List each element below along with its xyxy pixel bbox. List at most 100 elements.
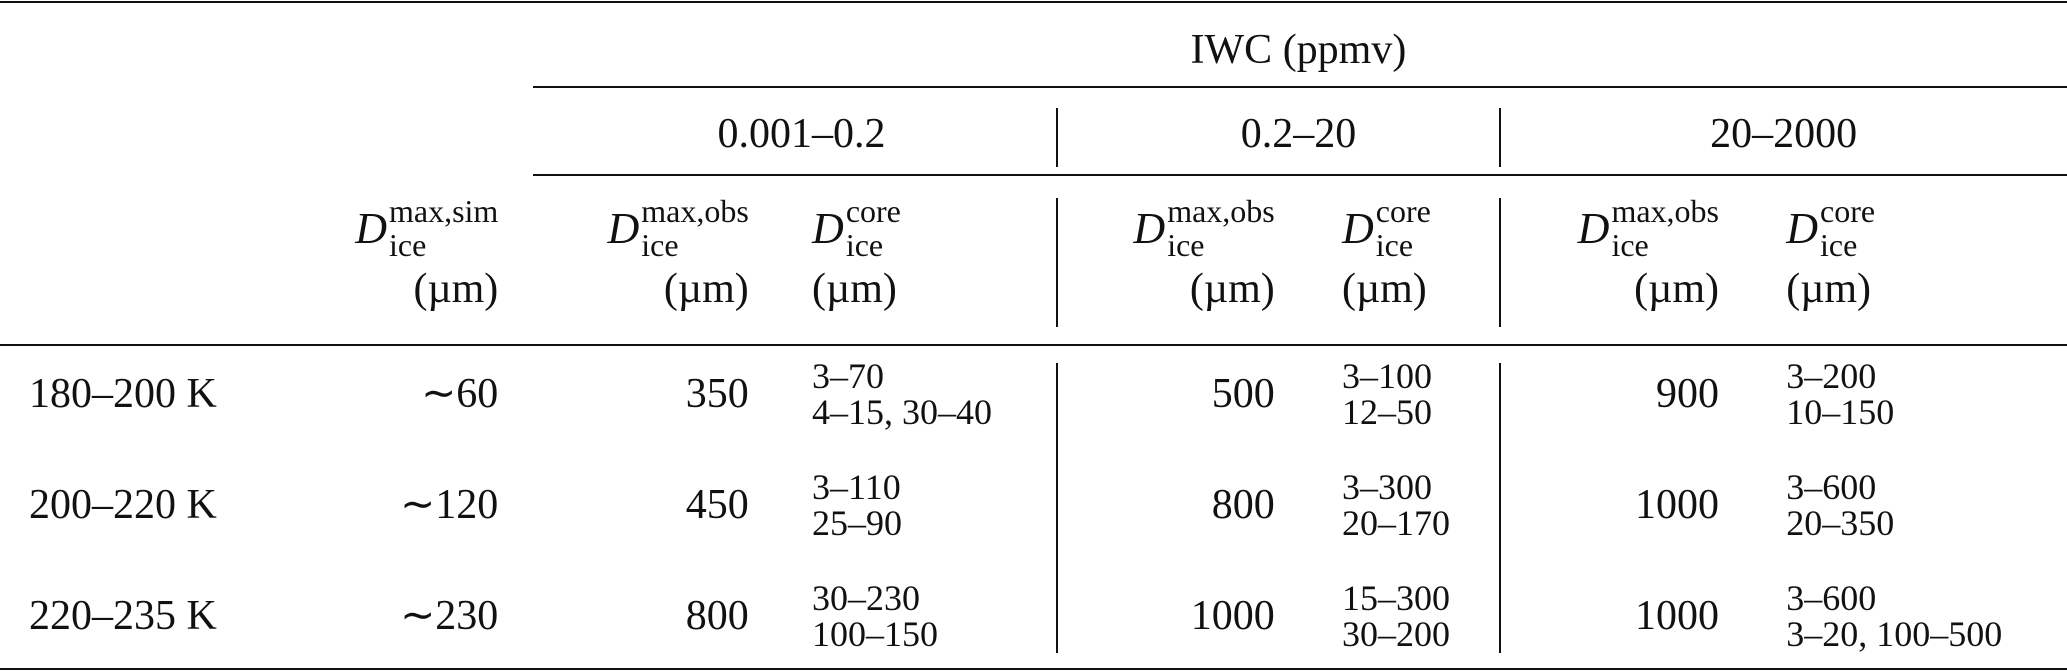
scripts: core ice: [845, 193, 901, 263]
symbol: D: [1341, 203, 1374, 253]
rule: [0, 344, 2067, 347]
core-range: 3–600 3–20, 100–500: [1786, 580, 2002, 652]
symbol: D: [1786, 203, 1818, 253]
symbol: D: [355, 203, 387, 253]
core-line: 3–100: [1341, 356, 1432, 397]
superscript: core: [1819, 193, 1876, 230]
core-line: 20–170: [1341, 502, 1450, 543]
core-range: 3–110 25–90: [812, 469, 902, 541]
row-label: 220–235 K: [29, 592, 217, 639]
core-line: 3–20, 100–500: [1786, 613, 2003, 654]
superscript: max,sim: [388, 193, 499, 230]
core-line: 3–70: [812, 356, 885, 397]
superscript: core: [1375, 193, 1431, 230]
max-obs-value: 450: [685, 481, 749, 528]
max-obs-value: 1000: [1635, 592, 1719, 639]
max-obs-value: 800: [1211, 481, 1275, 528]
rule: [0, 1, 2067, 4]
scripts: max,obs ice: [1611, 193, 1719, 263]
column-separator: [1055, 197, 1058, 327]
row-label: 180–200 K: [29, 371, 217, 418]
unit: (µm): [1634, 266, 1719, 313]
unit: (µm): [1786, 266, 1872, 313]
column-separator: [1498, 197, 1501, 327]
max-obs-value: 500: [1211, 371, 1275, 418]
core-line: 4–15, 30–40: [812, 392, 993, 433]
subscript: ice: [1611, 226, 1649, 263]
scripts: core ice: [1819, 193, 1876, 263]
scripts: max,sim ice: [388, 193, 499, 263]
core-line: 3–110: [812, 466, 901, 507]
symbol: D: [1133, 203, 1166, 253]
max-obs-value: 1000: [1635, 481, 1719, 528]
max-obs-value: 1000: [1190, 592, 1275, 639]
core-range: 3–100 12–50: [1342, 358, 1432, 430]
unit: (µm): [1341, 266, 1427, 313]
core-line: 30–230: [812, 577, 921, 618]
max-obs-value: 900: [1656, 371, 1719, 418]
unit: (µm): [413, 266, 499, 313]
superscript: max,obs: [1611, 193, 1719, 230]
core-line: 100–150: [812, 613, 939, 654]
unit: (µm): [812, 266, 897, 313]
subscript: ice: [641, 226, 679, 263]
sim-value: ∼120: [400, 481, 499, 528]
symbol: D: [1577, 203, 1610, 253]
subscript: ice: [388, 226, 427, 263]
core-line: 3–600: [1786, 466, 1877, 507]
symbol: D: [607, 203, 640, 253]
subscript: ice: [845, 226, 884, 263]
core-range: 3–70 4–15, 30–40: [812, 358, 992, 430]
range-header: 0.2–20: [1240, 111, 1357, 158]
core-line: 3–300: [1341, 466, 1432, 507]
unit: (µm): [663, 266, 749, 313]
column-separator: [1055, 108, 1058, 168]
max-obs-value: 350: [685, 371, 749, 418]
unit: (µm): [1189, 266, 1275, 313]
range-header: 20–2000: [1710, 111, 1858, 158]
superscript: max,obs: [641, 193, 749, 230]
subscript: ice: [1375, 226, 1414, 263]
core-line: 25–90: [812, 502, 903, 543]
column-separator: [1498, 362, 1501, 653]
subscript: ice: [1819, 226, 1858, 263]
max-obs-value: 800: [685, 592, 749, 639]
superscript: max,obs: [1167, 193, 1275, 230]
core-line: 15–300: [1341, 577, 1450, 618]
subscript: ice: [1167, 226, 1205, 263]
scripts: max,obs ice: [1167, 193, 1275, 263]
rule: [532, 85, 2067, 88]
core-line: 3–200: [1786, 356, 1877, 397]
symbol: D: [812, 203, 844, 253]
core-line: 12–50: [1341, 392, 1432, 433]
rule: [0, 668, 2067, 671]
column-separator: [1498, 108, 1501, 168]
rule: [532, 174, 2067, 176]
scripts: max,obs ice: [641, 193, 749, 263]
superscript: core: [845, 193, 901, 230]
core-range: 3–200 10–150: [1786, 358, 1894, 430]
column-separator: [1055, 362, 1058, 653]
group-title: IWC (ppmv): [1190, 27, 1407, 74]
core-line: 30–200: [1341, 613, 1450, 654]
core-line: 20–350: [1786, 502, 1895, 543]
core-range: 30–230 100–150: [812, 580, 938, 652]
row-label: 200–220 K: [29, 481, 217, 528]
scripts: core ice: [1375, 193, 1431, 263]
range-header: 0.001–0.2: [717, 111, 886, 158]
